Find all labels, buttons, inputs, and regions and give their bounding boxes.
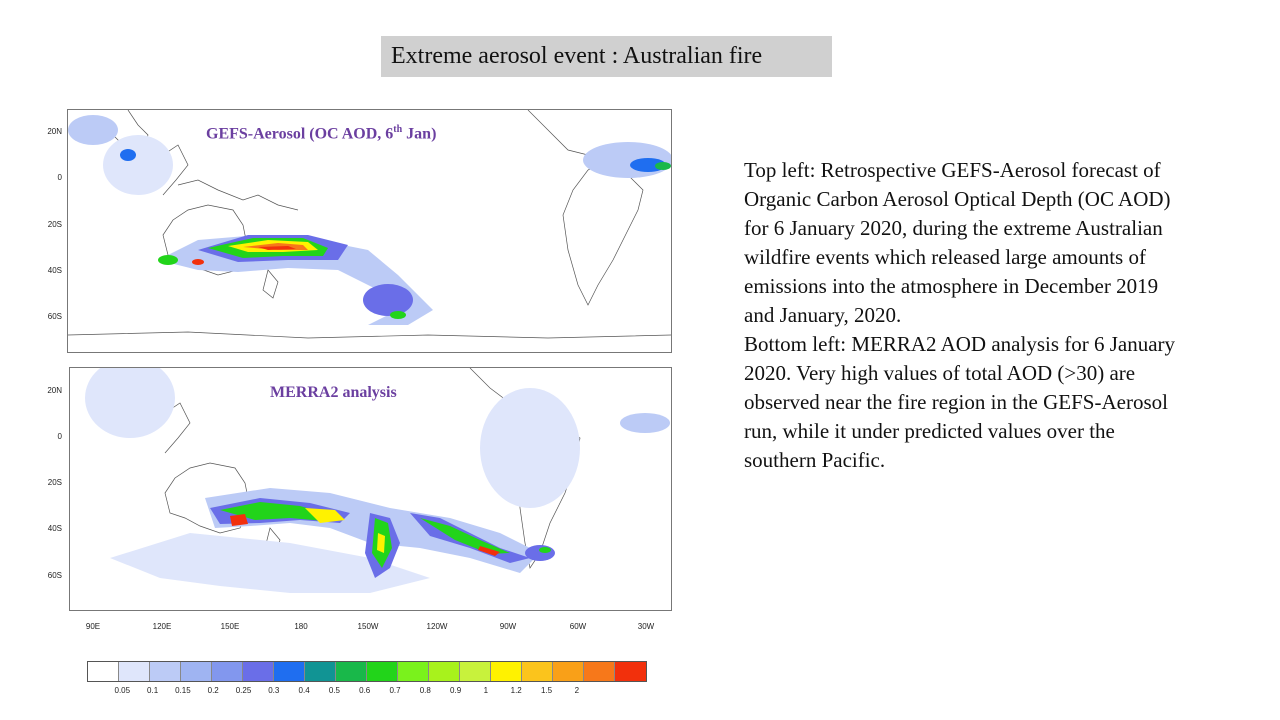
- top-lat-label: 40S: [47, 266, 62, 275]
- colorbar-cell: [305, 662, 336, 681]
- lon-label: 90W: [499, 622, 517, 631]
- lon-label: 90E: [85, 622, 101, 631]
- colorbar-cell: [522, 662, 553, 681]
- colorbar-label: 0.8: [419, 686, 431, 695]
- colorbar-cell: [491, 662, 522, 681]
- bottom-map-title: MERRA2 analysis: [270, 384, 397, 401]
- colorbar-cell: [367, 662, 398, 681]
- colorbar-cell: [150, 662, 181, 681]
- colorbar-label: 0.3: [268, 686, 280, 695]
- description-paragraph: Top left: Retrospective GEFS-Aerosol for…: [744, 158, 1171, 327]
- bottom-map-canvas: [85, 368, 670, 593]
- colorbar-label: 1.2: [510, 686, 522, 695]
- colorbar-label: 2: [574, 686, 580, 695]
- lon-label: 150W: [357, 622, 379, 631]
- lon-label: 60W: [569, 622, 587, 631]
- lon-label: 150E: [220, 622, 240, 631]
- colorbar-cell: [336, 662, 367, 681]
- colorbar-label: 0.4: [298, 686, 310, 695]
- colorbar-label: 0.1: [147, 686, 159, 695]
- bottom-lat-label: 60S: [47, 571, 62, 580]
- colorbar-cell: [181, 662, 212, 681]
- top-map-canvas: [68, 110, 671, 339]
- lon-label: 120E: [152, 622, 172, 631]
- bottom-map-frame: MERRA2 analysis: [69, 367, 672, 611]
- colorbar-cell: [553, 662, 584, 681]
- colorbar-cell: [119, 662, 150, 681]
- colorbar-label: 0.5: [328, 686, 340, 695]
- colorbar-label: 0.9: [450, 686, 462, 695]
- colorbar-label: 0.2: [207, 686, 219, 695]
- colorbar-cell: [243, 662, 274, 681]
- colorbar-cell: [212, 662, 243, 681]
- lon-label: 30W: [637, 622, 655, 631]
- top-map-frame: GEFS-Aerosol (OC AOD, 6th Jan): [67, 109, 672, 353]
- colorbar: [87, 661, 647, 682]
- lon-label: 180: [294, 622, 308, 631]
- colorbar-label: 0.15: [175, 686, 191, 695]
- colorbar-cell: [615, 662, 646, 681]
- colorbar-cell: [274, 662, 305, 681]
- colorbar-label: 1: [483, 686, 489, 695]
- colorbar-label: 0.6: [359, 686, 371, 695]
- description-text: Top left: Retrospective GEFS-Aerosol for…: [744, 156, 1184, 475]
- slide-title: Extreme aerosol event : Australian fire: [381, 36, 832, 77]
- colorbar-label: 1.5: [540, 686, 553, 695]
- colorbar-cell: [460, 662, 491, 681]
- description-paragraph: Bottom left: MERRA2 AOD analysis for 6 J…: [744, 332, 1176, 472]
- bottom-lat-label: 40S: [47, 524, 62, 533]
- lon-label: 120W: [426, 622, 448, 631]
- top-lat-label: 60S: [47, 312, 62, 321]
- colorbar-cell: [398, 662, 429, 681]
- colorbar-cell: [88, 662, 119, 681]
- bottom-lat-label: 20N: [47, 386, 62, 395]
- top-lat-label: 0: [57, 173, 62, 182]
- top-map-title: GEFS-Aerosol (OC AOD, 6th Jan): [206, 124, 437, 143]
- top-lat-label: 20N: [47, 127, 62, 136]
- colorbar-cell: [429, 662, 460, 681]
- colorbar-label: 0.25: [235, 686, 252, 695]
- bottom-lat-label: 20S: [47, 478, 62, 487]
- colorbar-cell: [584, 662, 615, 681]
- top-lat-label: 20S: [47, 220, 62, 229]
- colorbar-label: 0.05: [114, 686, 131, 695]
- bottom-lat-label: 0: [57, 432, 62, 441]
- colorbar-label: 0.7: [389, 686, 401, 695]
